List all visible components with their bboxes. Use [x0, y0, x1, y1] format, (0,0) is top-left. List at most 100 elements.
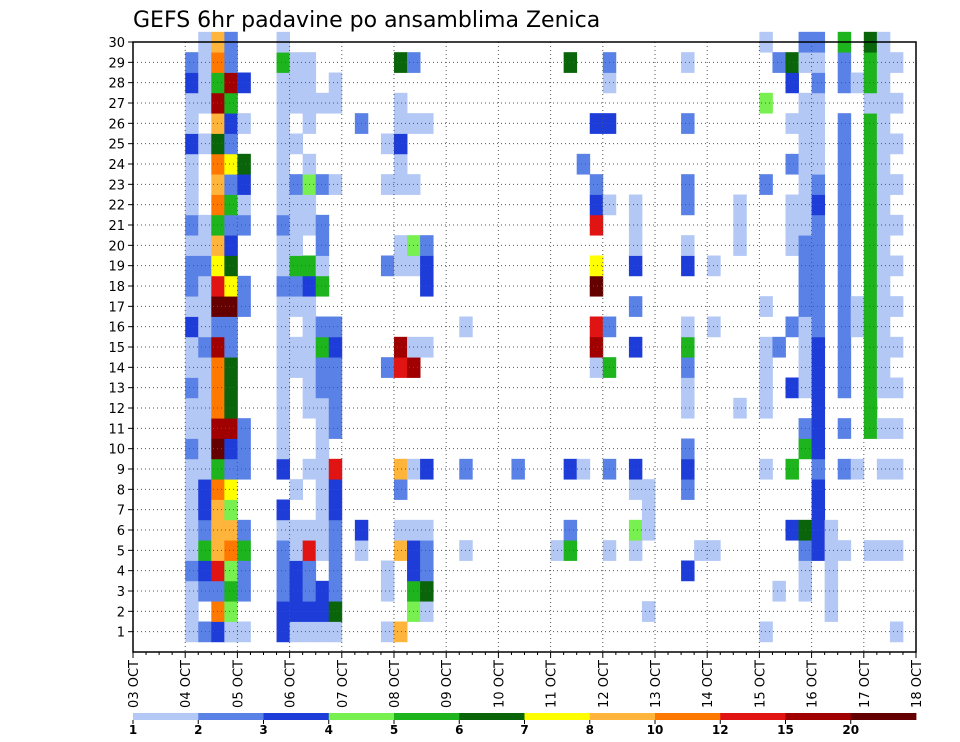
heatmap-cell	[420, 519, 434, 541]
heatmap-cell	[811, 357, 826, 378]
x-tick-label: 09 OCT	[440, 660, 455, 708]
y-tick-label: 1	[117, 626, 125, 641]
y-tick-label: 14	[108, 361, 125, 376]
heatmap-cell	[863, 377, 878, 399]
heatmap-cell	[628, 479, 643, 500]
legend-color-swatch	[133, 713, 199, 720]
heatmap-cell	[224, 275, 238, 297]
heatmap-cell	[276, 113, 290, 134]
heatmap-cell	[681, 397, 695, 419]
heatmap-cell	[211, 133, 225, 155]
heatmap-cell	[224, 92, 238, 114]
heatmap-cell	[211, 72, 225, 94]
heatmap-cell	[772, 52, 786, 73]
legend-label: 3	[259, 723, 267, 737]
heatmap-cell	[276, 357, 290, 378]
heatmap-cell	[681, 357, 695, 378]
heatmap-cell	[733, 397, 747, 419]
heatmap-cell	[876, 296, 891, 317]
heatmap-cell	[315, 438, 330, 460]
heatmap-cell	[185, 458, 199, 480]
heatmap-cell	[863, 357, 878, 378]
heatmap-cell	[237, 174, 251, 195]
heatmap-cell	[811, 438, 826, 460]
heatmap-cell	[211, 92, 225, 114]
heatmap-cell	[198, 275, 212, 297]
heatmap-cell	[185, 52, 199, 73]
legend-color-swatch	[720, 713, 786, 720]
heatmap-cell	[289, 214, 304, 236]
heatmap-cell	[863, 540, 878, 561]
heatmap-cell	[420, 560, 434, 582]
heatmap-cell	[380, 580, 395, 602]
heatmap-cell	[876, 52, 891, 73]
heatmap-cell	[185, 499, 199, 521]
heatmap-cell	[837, 336, 852, 358]
heatmap-cell	[420, 113, 434, 134]
heatmap-cell	[589, 194, 604, 216]
heatmap-cell	[185, 214, 199, 236]
heatmap-cell	[198, 580, 212, 602]
heatmap-cell	[328, 377, 343, 399]
heatmap-cell	[759, 377, 773, 399]
heatmap-cell	[811, 397, 826, 419]
heatmap-cell	[811, 275, 826, 297]
heatmap-cell	[315, 458, 330, 480]
x-tick-label: 08 OCT	[388, 660, 403, 708]
y-tick-label: 18	[108, 280, 125, 295]
heatmap-cell	[811, 255, 826, 277]
legend-label: 4	[325, 723, 333, 737]
heatmap-cell	[185, 336, 199, 358]
y-tick-label: 27	[108, 97, 125, 112]
heatmap-cell	[224, 255, 238, 277]
heatmap-cell	[211, 214, 225, 236]
heatmap-cell	[863, 418, 878, 439]
heatmap-cell	[198, 621, 212, 643]
heatmap-cell	[211, 296, 225, 317]
heatmap-cell	[863, 296, 878, 317]
heatmap-cell	[315, 275, 330, 297]
y-tick-label: 28	[108, 77, 125, 92]
heatmap-cell	[576, 153, 591, 175]
heatmap-cell	[276, 560, 290, 582]
heatmap-cells	[185, 31, 904, 643]
heatmap-cell	[785, 519, 799, 541]
heatmap-cell	[198, 357, 212, 378]
heatmap-cell	[876, 336, 891, 358]
heatmap-cell	[811, 235, 826, 256]
y-tick-label: 4	[117, 565, 125, 580]
heatmap-cell	[394, 540, 408, 561]
heatmap-cell	[511, 458, 525, 480]
heatmap-cell	[876, 194, 891, 216]
heatmap-cell	[876, 316, 891, 338]
heatmap-cell	[589, 336, 604, 358]
x-axis-ticks: 03 OCT 04 OCT 05 OCT 06 OCT 07 OCT 08 OCT 09 O…	[127, 652, 925, 708]
heatmap-cell	[211, 235, 225, 256]
y-tick-label: 11	[108, 422, 125, 437]
heatmap-cell	[420, 458, 434, 480]
heatmap-cell	[237, 153, 251, 175]
heatmap-cell	[224, 479, 238, 500]
heatmap-cell	[876, 113, 891, 134]
heatmap-cell	[811, 499, 826, 521]
heatmap-cell	[185, 601, 199, 622]
heatmap-cell	[237, 72, 251, 94]
heatmap-cell	[785, 214, 799, 236]
heatmap-cell	[837, 214, 852, 236]
heatmap-cell	[185, 316, 199, 338]
heatmap-cell	[237, 438, 251, 460]
heatmap-cell	[394, 519, 408, 541]
heatmap-cell	[289, 194, 304, 216]
heatmap-cell	[876, 72, 891, 94]
legend-label: 15	[777, 723, 794, 737]
y-tick-label: 26	[108, 117, 125, 132]
heatmap-cell	[211, 601, 225, 622]
chart-title: GEFS 6hr padavine po ansamblima Zenica	[133, 8, 600, 33]
heatmap-cell	[824, 601, 839, 622]
heatmap-cell	[628, 255, 643, 277]
heatmap-cell	[733, 194, 747, 216]
heatmap-cell	[811, 519, 826, 541]
heatmap-cell	[811, 92, 826, 114]
heatmap-cell	[224, 540, 238, 561]
heatmap-cell	[759, 296, 773, 317]
